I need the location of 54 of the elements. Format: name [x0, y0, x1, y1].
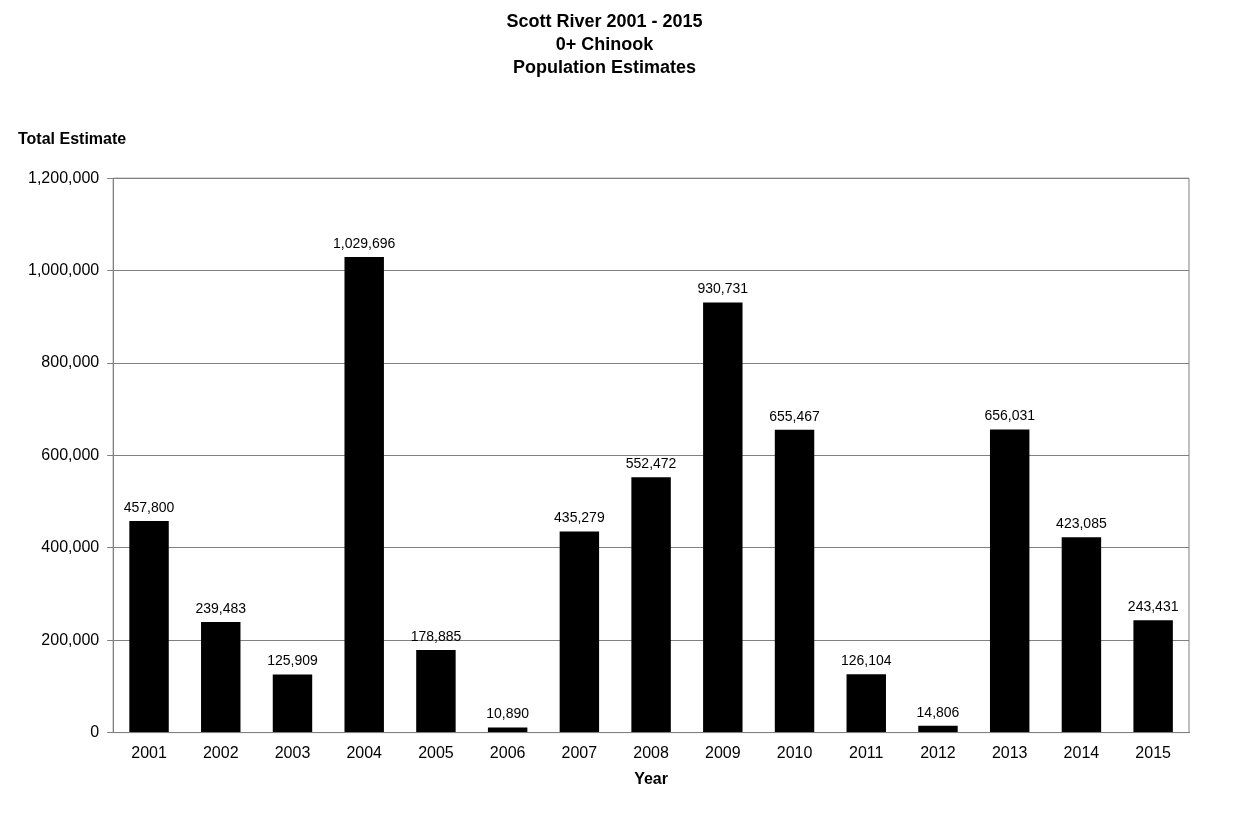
data-label: 1,029,696: [333, 234, 396, 251]
x-tick-label: 2002: [202, 743, 239, 761]
bar: [129, 521, 169, 733]
data-label: 552,472: [625, 455, 677, 472]
x-tick-label: 2007: [561, 743, 598, 761]
x-tick-label: 2005: [418, 743, 454, 761]
y-axis-title: Total Estimate: [18, 130, 127, 148]
data-label: 655,467: [769, 407, 821, 424]
bar: [1133, 620, 1173, 733]
bar: [559, 531, 600, 733]
bar: [272, 674, 313, 733]
data-label: 930,731: [697, 280, 749, 297]
x-tick-label: 2012: [920, 743, 956, 761]
x-tick-label: 2011: [849, 743, 884, 761]
data-label: 126,104: [840, 652, 892, 669]
bar: [631, 477, 671, 733]
data-label: 14,806: [916, 703, 960, 720]
x-tick-label: 2009: [705, 743, 741, 761]
y-tick-label: 200,000: [41, 630, 100, 648]
y-tick-label: 1,000,000: [27, 261, 100, 279]
bar: [703, 302, 743, 733]
bar: [201, 621, 241, 733]
data-label: 457,800: [123, 498, 175, 515]
x-tick-label: 2004: [346, 743, 383, 761]
y-tick-label: 0: [90, 723, 100, 741]
bar: [989, 429, 1030, 733]
data-label: 435,279: [554, 509, 605, 526]
x-tick-label: 2003: [274, 743, 311, 761]
x-tick-label: 2013: [991, 743, 1028, 761]
x-tick-label: 2008: [633, 743, 669, 761]
data-label: 178,885: [410, 627, 462, 644]
bar: [1061, 537, 1102, 733]
data-label: 656,031: [984, 407, 1036, 424]
y-tick-label: 400,000: [41, 538, 100, 556]
x-tick-label: 2015: [1135, 743, 1172, 761]
x-tick-label: 2010: [776, 743, 813, 761]
y-tick-label: 800,000: [41, 353, 100, 371]
data-label: 243,431: [1127, 597, 1179, 614]
data-label: 10,890: [486, 705, 530, 722]
bar: [416, 649, 456, 733]
bar: [846, 674, 886, 733]
x-tick-label: 2006: [489, 743, 526, 761]
bar: [344, 256, 384, 733]
y-tick-label: 600,000: [41, 445, 100, 463]
x-tick-label: 2001: [131, 743, 167, 761]
bar: [774, 429, 815, 733]
data-label: 423,085: [1056, 514, 1107, 531]
bar: [918, 725, 958, 733]
x-tick-label: 2014: [1063, 743, 1100, 761]
y-tick-label: 1,200,000: [27, 168, 100, 186]
data-label: 239,483: [195, 599, 247, 616]
x-axis-title: Year: [634, 769, 668, 787]
chart-title: Scott River 2001 - 2015 0+ Chinook Population Estimates: [506, 10, 703, 78]
data-label: 125,909: [267, 652, 318, 669]
